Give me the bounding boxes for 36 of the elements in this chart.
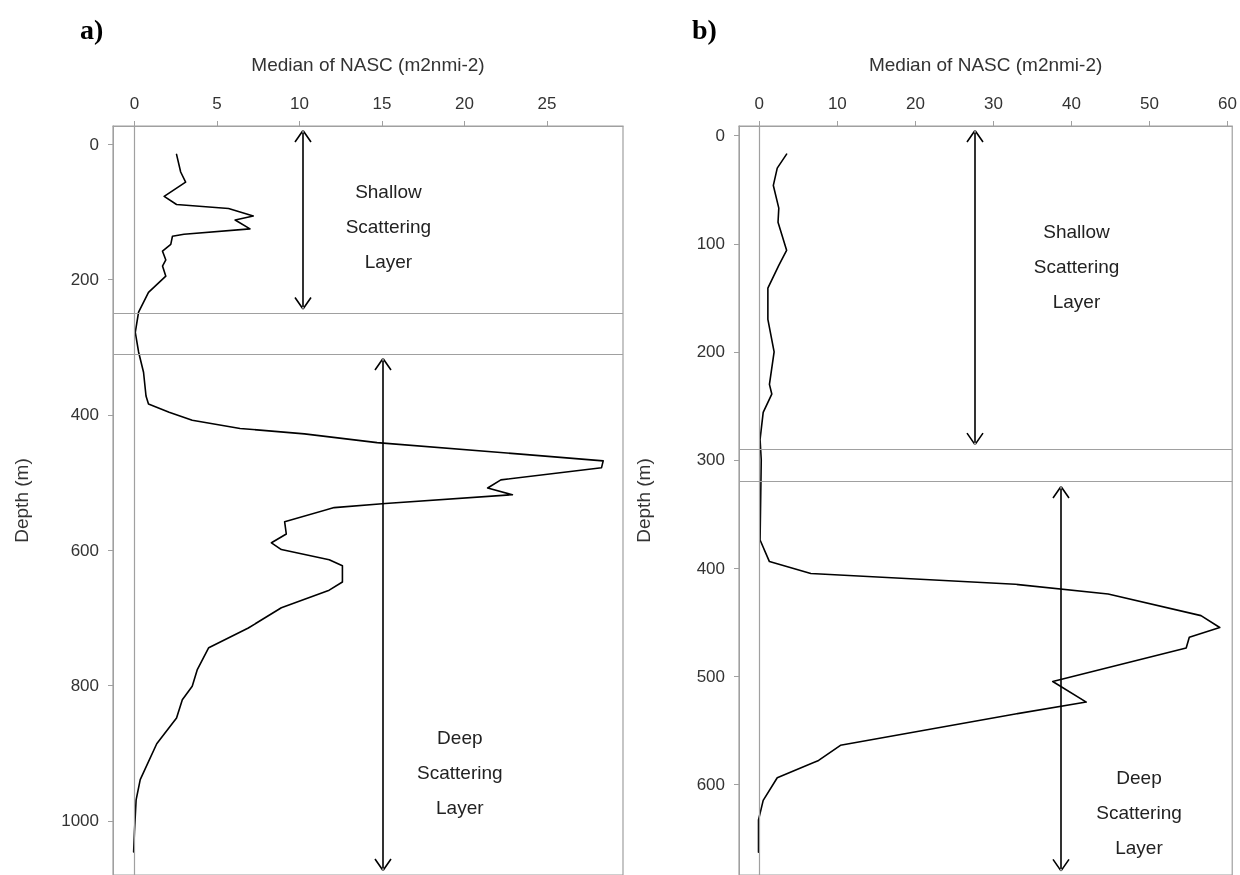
x-axis-title: Median of NASC (m2nmi-2) xyxy=(868,54,1103,75)
y-tick-label: 600 xyxy=(70,540,99,560)
y-tick-label: 600 xyxy=(696,774,725,794)
x-tick-label: 30 xyxy=(983,94,1003,113)
x-tick-label: 0 xyxy=(754,94,765,113)
y-tick-label: 400 xyxy=(696,558,725,578)
y-tick-label: 0 xyxy=(715,126,725,146)
y-tick-label: 0 xyxy=(89,134,99,154)
x-axis-title: Median of NASC (m2nmi-2) xyxy=(251,54,485,75)
y-tick-label: 400 xyxy=(70,405,99,425)
y-axis-title: Depth (m) xyxy=(11,458,32,543)
y-tick-label: 500 xyxy=(696,666,725,686)
y-tick-label: 200 xyxy=(70,270,99,290)
x-tick-label: 10 xyxy=(827,94,847,113)
x-tick-label: 15 xyxy=(372,94,392,113)
x-tick-label: 0 xyxy=(129,94,140,113)
x-tick-label: 5 xyxy=(212,94,222,113)
x-tick-label: 50 xyxy=(1140,94,1159,113)
annotation: Deep Scattering Layer xyxy=(417,727,503,819)
x-tick-label: 20 xyxy=(905,94,925,113)
y-tick-label: 200 xyxy=(696,342,725,362)
y-tick-label: 100 xyxy=(696,234,725,254)
x-tick-label: 10 xyxy=(290,94,309,113)
annotation: Deep Scattering Layer xyxy=(1096,767,1182,859)
y-axis-title: Depth (m) xyxy=(633,458,654,543)
x-tick-label: 25 xyxy=(537,94,557,113)
annotation: Shallow Scattering Layer xyxy=(345,181,432,273)
annotation: Shallow Scattering Layer xyxy=(1033,221,1120,313)
x-tick-label: 60 xyxy=(1218,94,1238,113)
y-tick-label: 1000 xyxy=(61,811,99,831)
y-tick-label: 300 xyxy=(696,450,725,470)
y-tick-label: 800 xyxy=(70,676,99,696)
chart-title: a) xyxy=(80,13,104,45)
x-tick-label: 40 xyxy=(1062,94,1081,113)
x-tick-label: 20 xyxy=(455,94,475,113)
chart-title: b) xyxy=(692,13,717,45)
